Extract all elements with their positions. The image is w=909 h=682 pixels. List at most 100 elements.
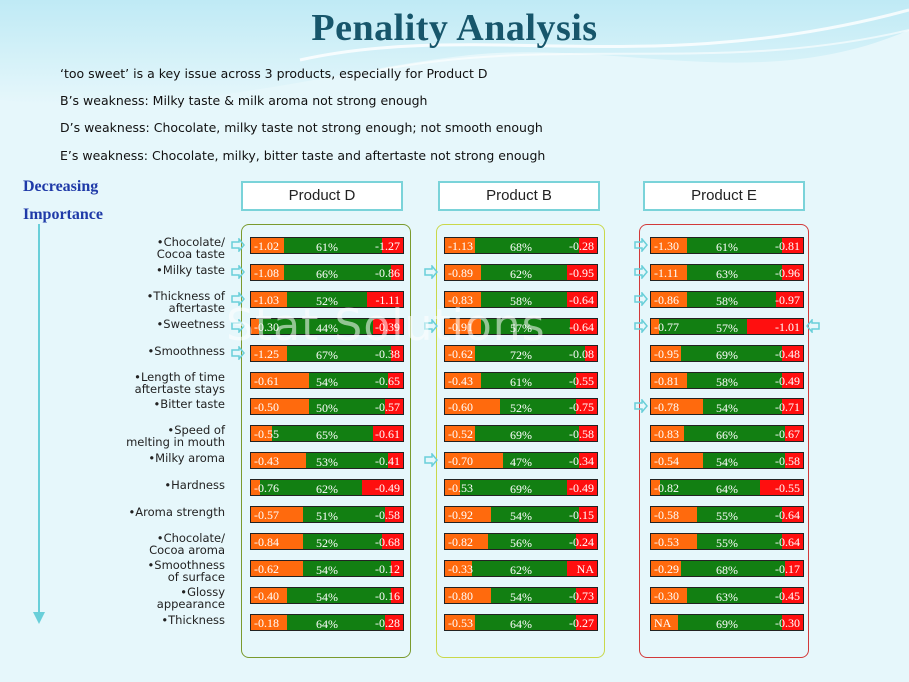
watermark: Stat Solutions — [226, 300, 546, 351]
penalty-right-value: -1.01 — [775, 319, 800, 334]
attribute-label: •Milky taste — [95, 264, 225, 276]
penalty-bar-left-segment — [651, 399, 703, 415]
penalty-bar: -0.77 57% -1.01 — [650, 317, 804, 335]
penalty-bar-right-segment — [781, 264, 803, 280]
penalty-bar: -1.11 63% -0.96 — [650, 263, 804, 281]
highlight-arrow-icon — [806, 318, 820, 333]
jar-percent-value: 54% — [510, 509, 532, 523]
penalty-bar-left-segment — [445, 426, 476, 442]
penalty-bar: -0.53 69% -0.49 — [444, 479, 598, 497]
penalty-right-value: -0.64 — [569, 292, 594, 307]
attribute-label-line: •Chocolate/ — [156, 530, 225, 545]
penalty-right-value: -0.55 — [569, 373, 594, 388]
jar-percent-value: 54% — [316, 589, 338, 604]
attribute-label-line: •Chocolate/ — [156, 235, 225, 249]
penalty-bar: -0.95 69% -0.48 — [650, 344, 804, 362]
penalty-bar-right-segment — [387, 372, 403, 388]
attribute-label: •Milky aroma — [95, 452, 225, 464]
note-1: ‘too sweet’ is a key issue across 3 prod… — [60, 66, 488, 81]
attribute-label-line: aftertaste — [168, 300, 225, 315]
attribute-label-line: appearance — [156, 596, 225, 611]
penalty-right-value: -0.67 — [775, 427, 800, 442]
penalty-bar: -0.40 54% -0.16 — [250, 586, 404, 604]
penalty-left-value: -0.86 — [654, 292, 679, 307]
penalty-left-value: -0.53 — [448, 615, 473, 630]
penalty-right-value: -0.75 — [569, 400, 594, 415]
highlight-arrow-icon — [231, 318, 245, 333]
penalty-bar-left-segment — [445, 399, 500, 415]
attribute-label-line: melting in mouth — [126, 435, 225, 450]
penalty-bar: -0.55 65% -0.61 — [250, 425, 404, 443]
penalty-bar-right-segment — [575, 533, 597, 549]
penalty-bar: -0.62 54% -0.12 — [250, 559, 404, 577]
penalty-bar-right-segment — [372, 426, 403, 442]
penalty-bar: -0.53 55% -0.64 — [650, 532, 804, 550]
penalty-bar: -0.43 61% -0.55 — [444, 371, 598, 389]
penalty-bar: -0.81 58% -0.49 — [650, 371, 804, 389]
penalty-bar-left-segment — [251, 345, 288, 361]
jar-percent-value: 53% — [316, 455, 338, 470]
penalty-bar: -0.83 66% -0.67 — [650, 425, 804, 443]
penalty-bar-left-segment — [651, 291, 688, 307]
penalty-bar-right-segment — [390, 560, 403, 576]
penalty-bar-left-segment — [651, 614, 679, 630]
penalty-bar: -0.50 50% -0.57 — [250, 398, 404, 416]
highlight-arrow-icon — [424, 264, 438, 279]
penalty-right-value: -0.73 — [569, 588, 594, 603]
penalty-right-value: -0.27 — [569, 615, 594, 630]
penalty-left-value: -0.50 — [254, 400, 279, 415]
penalty-right-value: NA — [576, 561, 594, 576]
penalty-left-value: -0.89 — [448, 265, 473, 280]
jar-percent-value: 63% — [716, 589, 738, 604]
penalty-right-value: -0.61 — [375, 427, 400, 442]
penalty-right-value: -0.28 — [569, 239, 594, 253]
penalty-bar: -1.02 61% -1.27 — [250, 237, 404, 254]
penalty-bar-right-segment — [372, 318, 403, 334]
penalty-left-value: -0.52 — [448, 427, 473, 442]
penalty-bar-left-segment — [445, 587, 491, 603]
penalty-right-value: -0.55 — [775, 481, 800, 496]
penalty-bar: -0.18 64% -0.28 — [250, 613, 404, 631]
penalty-bar-right-segment — [566, 264, 597, 280]
penalty-right-value: -0.49 — [375, 481, 400, 496]
penalty-bar-left-segment — [445, 507, 491, 522]
attribute-label-line: •Hardness — [164, 478, 225, 493]
penalty-bar: -1.30 61% -0.81 — [650, 237, 804, 254]
highlight-arrow-icon — [634, 399, 648, 414]
penalty-bar-left-segment — [651, 533, 697, 549]
penalty-right-value: -1.11 — [375, 292, 400, 307]
jar-percent-value: 66% — [316, 266, 338, 281]
penalty-left-value: -1.11 — [654, 265, 679, 280]
penalty-left-value: -0.30 — [654, 588, 679, 603]
penalty-right-value: -0.71 — [775, 400, 800, 415]
penalty-bar-right-segment — [387, 453, 403, 469]
jar-percent-value: 54% — [316, 562, 338, 577]
penalty-bar-left-segment — [651, 318, 659, 334]
penalty-bar: -0.83 58% -0.64 — [444, 290, 598, 308]
jar-percent-value: 69% — [716, 347, 738, 362]
attribute-label: •Aroma strength — [95, 506, 225, 518]
penalty-right-value: -0.96 — [775, 265, 800, 280]
highlight-arrow-icon — [231, 345, 245, 360]
penalty-bar-right-segment — [781, 399, 803, 415]
penalty-bar-right-segment — [384, 614, 403, 630]
penalty-right-value: -0.68 — [375, 534, 400, 549]
penalty-right-value: -0.64 — [775, 508, 800, 522]
penalty-bar-right-segment — [781, 345, 803, 361]
penalty-left-value: -0.81 — [654, 373, 679, 388]
penalty-bar-right-segment — [781, 614, 803, 630]
penalty-bar-left-segment — [445, 291, 482, 307]
penalty-left-value: -0.84 — [254, 534, 279, 549]
penalty-bar-right-segment — [781, 533, 803, 549]
penalty-left-value: -0.80 — [448, 588, 473, 603]
penalty-bar-left-segment — [445, 264, 482, 280]
penalty-bar-left-segment — [445, 453, 503, 469]
penalty-right-value: -0.81 — [775, 239, 800, 253]
attribute-label-line: •Smoothness — [147, 557, 225, 572]
penalty-bar-right-segment — [366, 291, 403, 307]
jar-percent-value: 55% — [716, 509, 738, 523]
jar-percent-value: 62% — [316, 482, 338, 497]
importance-label-2: Importance — [23, 206, 103, 223]
penalty-left-value: -0.61 — [254, 373, 279, 388]
penalty-right-value: -0.08 — [569, 346, 594, 361]
